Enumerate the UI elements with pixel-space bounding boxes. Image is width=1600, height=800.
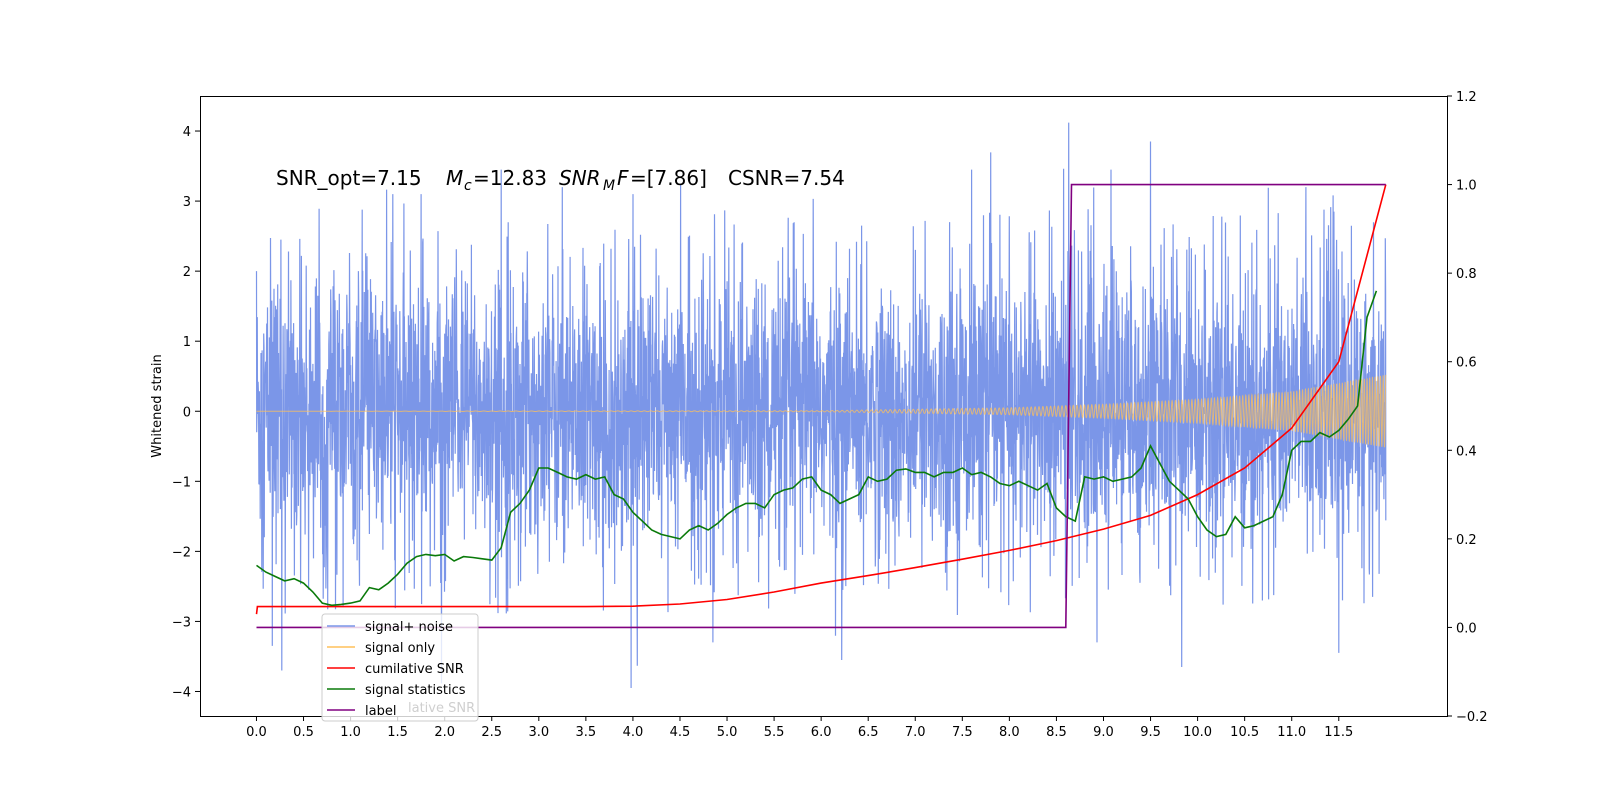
legend-label: signal+ noise [365,620,453,635]
x-tick-label: 3.0 [528,725,549,740]
y-tick-label: 4 [183,125,191,140]
y2-tick-label: 1.2 [1456,90,1477,105]
series-layer [255,122,1387,689]
x-tick-label: 1.5 [387,725,408,740]
x-tick-label: 2.5 [481,725,502,740]
y2-tick-label: 1.0 [1456,179,1477,194]
x-tick-label: 4.5 [670,725,691,740]
annotation: SNR_opt=7.15 M c =12.83 SNR M F =[7.86] … [276,166,845,194]
legend-label: label [365,704,396,719]
y2-tick-label: 0.2 [1456,533,1477,548]
x-tick-label: 0.5 [293,725,314,740]
annotation-snrmf-f: F [617,166,629,190]
legend-ghost-text: lative SNR [408,701,475,716]
annotation-snrmf-symbol: SNR [559,166,601,190]
x-tick-label: 10.5 [1230,725,1259,740]
x-tick-label: 8.5 [1046,725,1067,740]
y2-tick-label: −0.2 [1456,710,1488,725]
annotation-mc-sub: c [464,178,472,194]
y-tick-label: 2 [183,265,191,280]
y2-tick-label: 0.0 [1456,621,1477,636]
x-tick-label: 1.0 [340,725,361,740]
y2-tick-label: 0.8 [1456,267,1477,282]
y-tick-label: −2 [172,545,191,560]
x-tick-label: 8.0 [999,725,1020,740]
y-tick-label: −3 [172,615,191,630]
legend: lative SNR signal+ noise signal only cumila… [321,613,479,722]
y-axis-label: Whitened strain [150,354,165,457]
x-tick-label: 9.5 [1140,725,1161,740]
x-tick-label: 11.0 [1277,725,1306,740]
series-signal-only [256,374,1387,448]
x-tick-label: 5.5 [764,725,785,740]
annotation-mc-value: =12.83 [473,166,547,190]
annotation-snrmf-sub: M [603,178,615,194]
plot-area [255,122,1387,689]
x-axis: 0.0 0.5 1.0 1.5 2.0 2.5 3.0 3.5 4.0 4.5 5.0 5.5 6.0 6… [246,716,1353,740]
plot-frame [200,96,1448,717]
legend-label: signal only [365,641,435,656]
x-tick-label: 6.0 [811,725,832,740]
legend-box [321,613,479,722]
y-axis-right: 1.2 1.0 0.8 0.6 0.4 0.2 0.0 −0.2 [1447,90,1488,725]
x-tick-label: 7.5 [952,725,973,740]
x-tick-label: 10.0 [1183,725,1212,740]
series-signal-statistics [256,290,1378,607]
x-tick-label: 7.0 [905,725,926,740]
x-tick-label: 4.0 [623,725,644,740]
annotation-snrmf-value: =[7.86] [630,166,707,190]
x-tick-label: 5.0 [717,725,738,740]
y-axis-left: 4 3 2 1 0 −1 −2 −3 −4 [172,125,200,700]
x-tick-label: 2.0 [434,725,455,740]
y-tick-label: −4 [172,685,191,700]
legend-label: cumilative SNR [365,662,464,677]
series-label [256,183,1386,629]
y-tick-label: 0 [183,405,191,420]
y2-tick-label: 0.4 [1456,444,1477,459]
y-tick-label: 3 [183,195,191,210]
series-cumilative-snr [255,184,1387,615]
x-tick-label: 0.0 [246,725,267,740]
x-tick-label: 9.0 [1093,725,1114,740]
annotation-csnr: CSNR=7.54 [728,166,845,190]
x-tick-label: 3.5 [576,725,597,740]
y2-tick-label: 0.6 [1456,356,1477,371]
x-tick-label: 6.5 [858,725,879,740]
x-tick-label: 11.5 [1324,725,1353,740]
annotation-mc-symbol: M [446,166,463,190]
annotation-snr-opt: SNR_opt=7.15 [276,166,422,190]
series-signal-noise [255,122,1387,689]
y-tick-label: 1 [183,335,191,350]
y-tick-label: −1 [172,475,191,490]
legend-label: signal statistics [365,683,466,698]
